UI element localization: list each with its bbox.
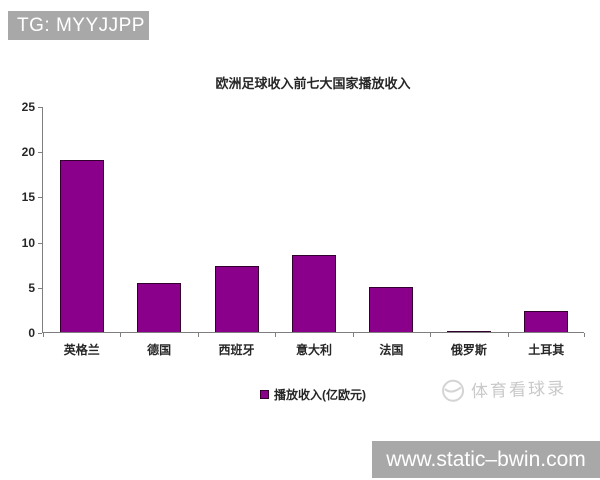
y-axis-label-15: 15 xyxy=(21,190,35,205)
y-axis-tick xyxy=(38,152,42,154)
x-axis-label-西班牙: 西班牙 xyxy=(218,343,255,357)
watermark-text: 体育看球录 xyxy=(470,378,567,402)
x-axis-tick xyxy=(507,333,509,337)
x-axis-tick xyxy=(430,333,432,337)
x-axis-tick xyxy=(584,333,585,337)
y-axis-label-10: 10 xyxy=(21,235,35,250)
y-axis-tick xyxy=(38,107,42,108)
x-axis-label-英格兰: 英格兰 xyxy=(63,343,100,357)
bottom-banner-text: www.static–bwin.com xyxy=(386,447,586,471)
bottom-right-banner: www.static–bwin.com xyxy=(372,441,600,478)
bar-chart-plot-area: 英格兰 德国 西班牙 意大利 法国 俄罗斯 土耳其 0 5 10 15 20 25 xyxy=(22,100,585,357)
chart-bar-英格兰 xyxy=(59,160,104,332)
chart-bar-俄罗斯 xyxy=(446,330,491,332)
chart-bar-法国 xyxy=(369,286,414,332)
watermark: 体育看球录 xyxy=(441,374,567,403)
x-axis-label-俄罗斯: 俄罗斯 xyxy=(450,343,487,357)
y-axis-label-0: 0 xyxy=(28,326,35,340)
top-left-banner: TG: MYYJJPP xyxy=(8,11,149,40)
x-axis-label-意大利: 意大利 xyxy=(295,343,332,357)
x-axis-label-土耳其: 土耳其 xyxy=(528,343,565,357)
x-axis-tick xyxy=(120,333,122,337)
y-axis-tick xyxy=(38,287,42,289)
chart-legend: 播放收入(亿欧元) xyxy=(42,386,584,403)
x-axis-label-德国: 德国 xyxy=(147,343,172,357)
top-banner-text: TG: MYYJJPP xyxy=(17,15,145,36)
legend-label: 播放收入(亿欧元) xyxy=(274,388,366,402)
y-axis-tick xyxy=(38,333,42,334)
y-axis-tick xyxy=(38,197,42,199)
chart-title: 欧洲足球收入前七大国家播放收入 xyxy=(215,76,411,91)
chart-bar-德国 xyxy=(137,283,182,332)
y-axis-label-25: 25 xyxy=(21,100,35,114)
y-axis-label-5: 5 xyxy=(28,280,35,295)
x-axis-tick xyxy=(43,333,44,337)
y-axis-label-20: 20 xyxy=(21,145,35,160)
chart-bar-西班牙 xyxy=(214,266,259,332)
chart-bar-意大利 xyxy=(292,255,336,332)
x-axis-tick xyxy=(197,333,199,337)
legend-color-swatch xyxy=(260,390,269,399)
x-axis-tick xyxy=(275,333,277,337)
y-axis-tick xyxy=(38,242,42,244)
chart-bar-土耳其 xyxy=(524,311,569,332)
watermark-logo-icon xyxy=(442,379,465,402)
x-axis-label-法国: 法国 xyxy=(379,343,404,357)
x-axis-tick xyxy=(352,333,354,337)
